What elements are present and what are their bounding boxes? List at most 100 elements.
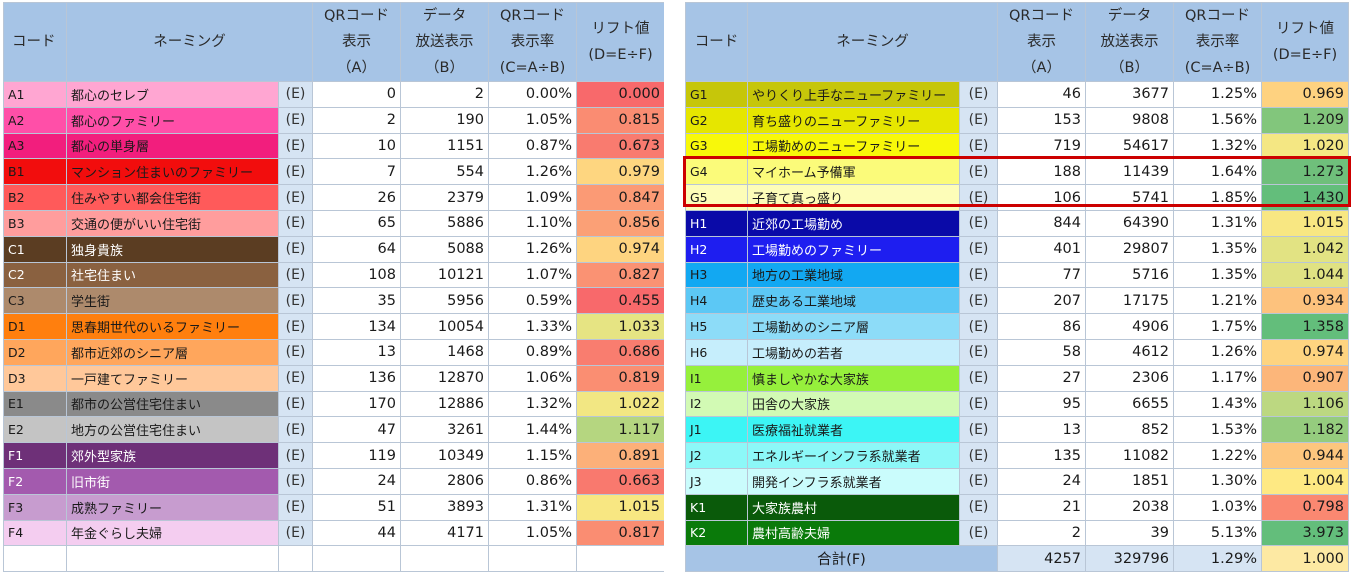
table-row: K1 大家族農村 (E) 21 2038 1.03% 0.798 [685,493,1349,521]
e-label: (E) [959,209,998,237]
segment-name: 農村高齢夫婦 [747,519,960,547]
qr-rate: 1.26% [488,158,577,186]
qr-count: 207 [997,287,1086,315]
data-count: 4906 [1085,313,1174,340]
qr-count: 170 [312,390,401,418]
e-label: (E) [278,364,313,392]
segment-name: 成熟ファミリー [66,493,279,521]
lift-value: 0.974 [1261,338,1349,366]
segment-code: D2 [3,338,67,366]
qr-rate: 1.53% [1173,416,1262,444]
segment-name: 交通の便がいい住宅街 [66,209,279,237]
qr-rate: 1.43% [1173,390,1262,418]
qr-rate: 1.33% [488,313,577,340]
qr-count: 65 [312,209,401,237]
table-row: I1 慎ましやかな大家族 (E) 27 2306 1.17% 0.907 [685,364,1349,392]
e-label: (E) [959,416,998,444]
header-code: コード [3,2,67,82]
table-row: H5 工場勤めのシニア層 (E) 86 4906 1.75% 1.358 [685,313,1349,340]
segment-name: 子育て真っ盛り [747,184,960,211]
data-count: 12886 [400,390,489,418]
qr-rate: 1.25% [1173,81,1262,108]
data-count: 10349 [400,442,489,469]
segment-code: G1 [685,81,748,108]
table-row: C2 社宅住まい (E) 108 10121 1.07% 0.827 [3,261,665,289]
qr-rate: 1.44% [488,416,577,444]
data-count: 190 [400,106,489,134]
data-count: 64390 [1085,209,1174,237]
lift-value: 1.430 [1261,184,1349,211]
data-count: 39 [1085,519,1174,547]
segment-name: 工場勤めのファミリー [747,235,960,263]
lift-value: 0.663 [576,467,665,495]
segment-name: 開発インフラ系就業者 [747,467,960,495]
qr-count: 2 [312,106,401,134]
qr-count: 844 [997,209,1086,237]
header-naming: ネーミング [66,2,313,82]
data-count: 12870 [400,364,489,392]
data-count: 10121 [400,261,489,289]
segment-code: J3 [685,467,748,495]
segment-name: 独身貴族 [66,235,279,263]
qr-rate: 1.10% [488,209,577,237]
qr-count: 77 [997,261,1086,289]
table-row: B3 交通の便がいい住宅街 (E) 65 5886 1.10% 0.856 [3,209,665,237]
qr-rate: 1.31% [488,493,577,521]
qr-rate: 1.32% [1173,132,1262,160]
data-count: 4171 [400,519,489,547]
qr-count: 401 [997,235,1086,263]
data-count: 554 [400,158,489,186]
qr-rate: 1.07% [488,261,577,289]
blank-cell [488,545,577,573]
data-count: 1151 [400,132,489,160]
qr-count: 153 [997,106,1086,134]
segment-name: 都心のセレブ [66,81,279,108]
qr-rate: 1.05% [488,106,577,134]
qr-rate: 0.89% [488,338,577,366]
blank-cell [66,545,279,573]
table-row: F1 郊外型家族 (E) 119 10349 1.15% 0.891 [3,442,665,469]
segment-code: K1 [685,493,748,521]
qr-rate: 1.56% [1173,106,1262,134]
data-count: 5088 [400,235,489,263]
segment-name: 工場勤めの若者 [747,338,960,366]
segment-code: B3 [3,209,67,237]
right-segment-table: コード ネーミング QRコード 表示 （A） データ 放送表示 （B） QRコード 表示率… [685,2,1349,573]
segment-name: 一戸建てファミリー [66,364,279,392]
total-label: 合計(F) [685,545,998,573]
qr-rate: 1.21% [1173,287,1262,315]
data-count: 4612 [1085,338,1174,366]
segment-code: F3 [3,493,67,521]
table-row: E1 都市の公営住宅住まい (E) 170 12886 1.32% 1.022 [3,390,665,418]
qr-rate: 1.35% [1173,235,1262,263]
lift-value: 0.827 [576,261,665,289]
segment-name: 近郊の工場勤め [747,209,960,237]
table-row: G3 工場勤めのニューファミリー (E) 719 54617 1.32% 1.020 [685,132,1349,160]
lift-value: 1.004 [1261,467,1349,495]
qr-count: 7 [312,158,401,186]
header-rate: QRコード 表示率 (C=A÷B) [488,2,577,82]
qr-rate: 1.17% [1173,364,1262,392]
blank-cell [400,545,489,573]
blank-cell [278,545,313,573]
e-label: (E) [959,493,998,521]
table-row: H3 地方の工業地域 (E) 77 5716 1.35% 1.044 [685,261,1349,289]
segment-name: 学生街 [66,287,279,315]
lift-value: 0.455 [576,287,665,315]
qr-count: 51 [312,493,401,521]
segment-code: H1 [685,209,748,237]
table-row: D2 都市近郊のシニア層 (E) 13 1468 0.89% 0.686 [3,338,665,366]
table-row: G4 マイホーム予備軍 (E) 188 11439 1.64% 1.273 [685,158,1349,186]
table-row: G1 やりくり上手なニューファミリー (E) 46 3677 1.25% 0.969 [685,81,1349,108]
segment-name: 医療福祉就業者 [747,416,960,444]
lift-value: 0.856 [576,209,665,237]
data-count: 9808 [1085,106,1174,134]
table-row: H2 工場勤めのファミリー (E) 401 29807 1.35% 1.042 [685,235,1349,263]
header-lift: リフト値 (D=E÷F) [576,2,665,82]
segment-code: C3 [3,287,67,315]
table-row: B1 マンション住まいのファミリー (E) 7 554 1.26% 0.979 [3,158,665,186]
left-table-body: A1 都心のセレブ (E) 0 2 0.00% 0.000 A2 都心のファミリー (E) 2 190… [3,81,665,573]
total-row: 合計(F) 4257 329796 1.29% 1.000 [685,545,1349,573]
total-data: 329796 [1085,545,1174,573]
segment-code: G4 [685,158,748,186]
